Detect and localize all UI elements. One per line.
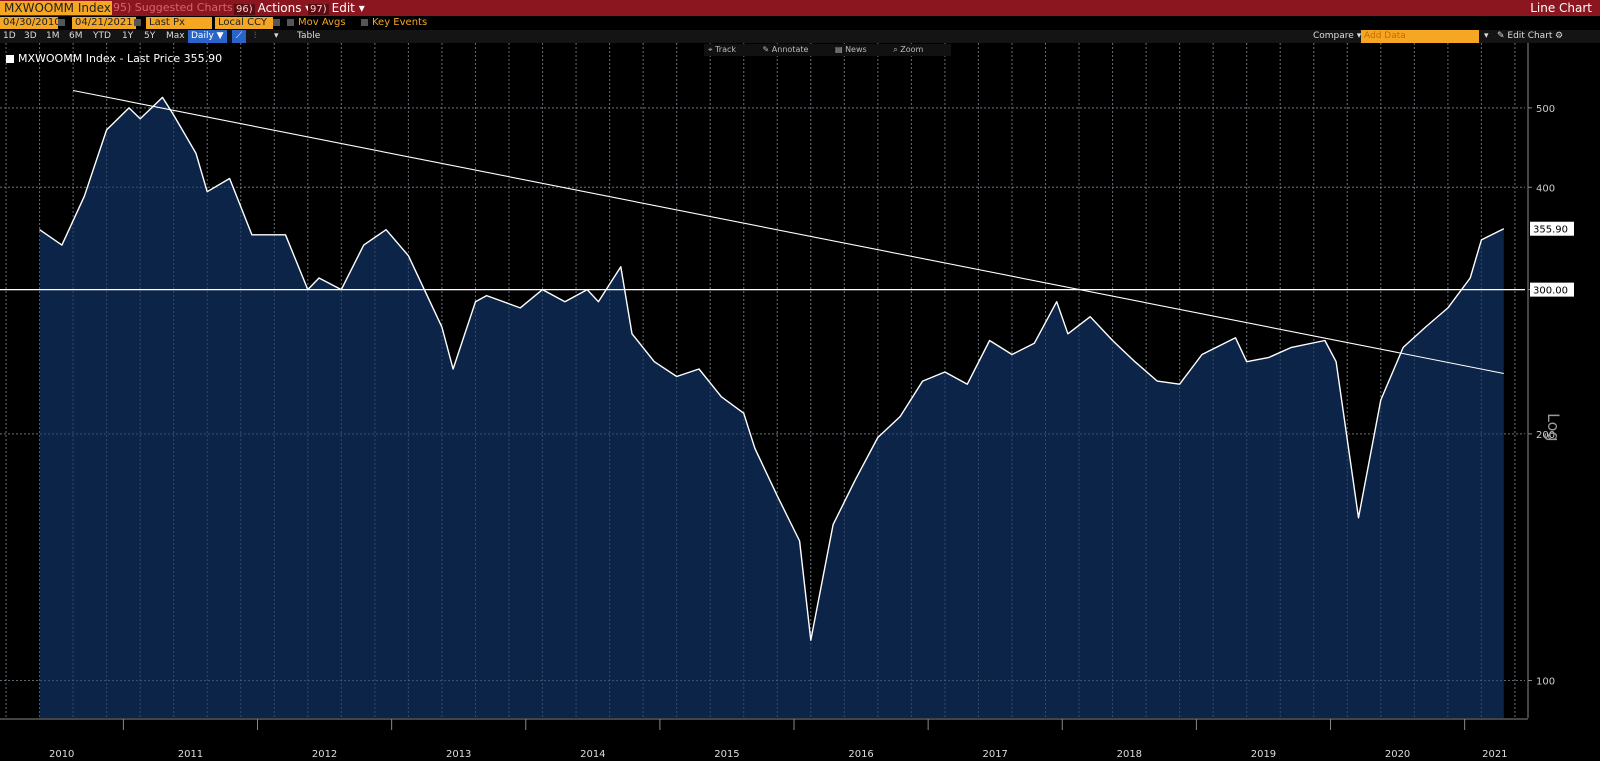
annotate-label: Annotate xyxy=(771,45,809,54)
legend-swatch xyxy=(6,55,14,63)
checkbox-key-events[interactable] xyxy=(361,19,368,26)
key-events-label[interactable]: Key Events xyxy=(372,17,428,28)
compare-button[interactable]: Compare ▾ xyxy=(1313,31,1362,41)
edit-menu[interactable]: 97) Edit ▾ xyxy=(308,0,365,16)
gear-icon[interactable]: ⚙ xyxy=(1555,31,1564,41)
chart-tools: ⌖ Track ✎ Annotate ▤ News ⌕ Zoom xyxy=(704,44,952,56)
field-select[interactable]: Last Px xyxy=(146,17,212,29)
y-tick-label: 400 xyxy=(1536,183,1555,194)
period-1m[interactable]: 1M xyxy=(46,31,60,41)
currency-select[interactable]: Local CCY xyxy=(215,17,273,29)
calendar-icon[interactable] xyxy=(134,19,141,26)
x-tick-label: 2020 xyxy=(1385,749,1410,760)
x-tick-label: 2010 xyxy=(49,749,74,760)
table-button[interactable]: Table xyxy=(297,31,321,41)
chart-legend: MXWOOMM Index - Last Price 355.90 xyxy=(6,52,222,66)
x-tick-label: 2016 xyxy=(848,749,873,760)
edit-chart-button[interactable]: ✎ Edit Chart xyxy=(1497,31,1553,41)
period-max[interactable]: Max xyxy=(166,31,185,41)
bar-style-icon[interactable]: ⫶ xyxy=(254,31,257,41)
line-style-icon[interactable]: ⟋ xyxy=(232,30,246,43)
price-chart[interactable]: 100200300400500355.90300.00Log2010201120… xyxy=(0,43,1600,761)
period-6m[interactable]: 6M xyxy=(69,31,83,41)
x-tick-label: 2018 xyxy=(1117,749,1142,760)
chart-type-label: Line Chart xyxy=(1530,1,1592,15)
annotate-tool[interactable]: ✎ Annotate xyxy=(762,45,809,54)
period-5y[interactable]: 5Y xyxy=(144,31,156,41)
chevron-down-icon[interactable]: ▾ xyxy=(1484,31,1489,41)
calendar-icon[interactable] xyxy=(58,19,65,26)
period-ytd[interactable]: YTD xyxy=(93,31,111,41)
y-tick-label: 100 xyxy=(1536,677,1555,688)
x-tick-label: 2014 xyxy=(580,749,605,760)
suggested-label: Suggested Charts xyxy=(134,1,233,14)
frequency-select[interactable]: Daily ▼ xyxy=(188,30,227,43)
period-1y[interactable]: 1Y xyxy=(122,31,134,41)
zoom-tool[interactable]: ⌕ Zoom xyxy=(893,45,924,54)
ticker-input[interactable]: MXWOOMM Index xyxy=(0,1,112,15)
edit-num: 97) xyxy=(308,4,329,15)
zoom-label: Zoom xyxy=(900,45,924,54)
last-price-tag-box xyxy=(1530,221,1574,236)
x-tick-label: 2011 xyxy=(178,749,203,760)
actions-label: Actions ▾ xyxy=(257,1,312,15)
x-tick-label: 2015 xyxy=(714,749,739,760)
trendline xyxy=(72,89,1504,375)
last-price-tag: 355.90 xyxy=(1533,225,1568,236)
edit-chart-label: Edit Chart xyxy=(1507,31,1553,41)
end-date-field[interactable]: 04/21/2021 xyxy=(72,17,136,29)
top-toolbar: MXWOOMM Index 95) Suggested Charts 96) Ac… xyxy=(0,0,1600,16)
settings-row: 04/30/2010 04/21/2021 Last Px Local CCY … xyxy=(0,16,1600,30)
period-row: 1D 3D 1M 6M YTD 1Y 5Y Max Daily ▼ ⟋ ⫶ ▾ … xyxy=(0,30,1600,43)
reference-tag-box xyxy=(1530,282,1574,297)
price-area xyxy=(39,97,1504,718)
suggested-num: 95 xyxy=(113,1,127,14)
suggested-charts-menu[interactable]: 95) Suggested Charts xyxy=(113,1,233,14)
y-axis-label: Log xyxy=(1544,413,1563,442)
start-date-field[interactable]: 04/30/2010 xyxy=(0,17,61,29)
legend-label: MXWOOMM Index - Last Price 355.90 xyxy=(18,52,223,65)
y-tick-label: 200 xyxy=(1536,430,1555,441)
x-tick-label: 2013 xyxy=(446,749,471,760)
x-tick-label: 2017 xyxy=(982,749,1007,760)
edit-label: Edit ▾ xyxy=(331,1,365,15)
price-line xyxy=(39,96,1505,641)
y-tick-label: 500 xyxy=(1536,104,1555,115)
x-tick-label: 2012 xyxy=(312,749,337,760)
period-1d[interactable]: 1D xyxy=(3,31,16,41)
x-axis-strip xyxy=(0,718,1600,761)
mov-avgs-label[interactable]: Mov Avgs xyxy=(298,17,346,28)
news-label: News xyxy=(845,45,867,54)
chevron-down-icon[interactable] xyxy=(273,19,280,26)
checkbox-mov-avgs[interactable] xyxy=(287,19,294,26)
track-tool[interactable]: ⌖ Track xyxy=(708,45,736,54)
add-data-input[interactable]: Add Data xyxy=(1361,30,1479,43)
actions-num: 96) xyxy=(234,4,255,15)
reference-tag: 300.00 xyxy=(1533,286,1568,297)
x-tick-label: 2019 xyxy=(1251,749,1276,760)
period-3d[interactable]: 3D xyxy=(24,31,37,41)
news-tool[interactable]: ▤ News xyxy=(834,45,867,54)
chevron-down-icon[interactable]: ▾ xyxy=(274,31,279,41)
compare-label: Compare xyxy=(1313,31,1354,41)
x-tick-label: 2021 xyxy=(1482,749,1507,760)
track-label: Track xyxy=(715,45,736,54)
actions-menu[interactable]: 96) Actions ▾ xyxy=(234,0,311,16)
